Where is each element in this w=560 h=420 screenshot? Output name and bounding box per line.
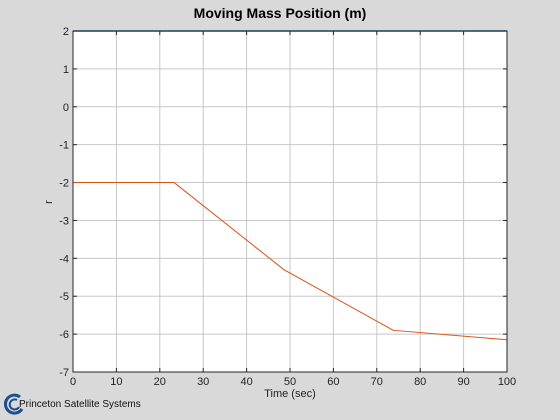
x-axis-label: Time (sec) <box>264 388 316 400</box>
x-tick-label: 80 <box>414 376 426 388</box>
y-tick-label: -7 <box>59 367 69 379</box>
princeton-logo-icon <box>4 393 24 415</box>
x-tick-label: 20 <box>154 376 166 388</box>
y-tick-label: -2 <box>59 178 69 190</box>
x-tick-label: 60 <box>327 376 339 388</box>
y-tick-label: -4 <box>59 253 69 265</box>
chart-title: Moving Mass Position (m) <box>194 5 367 21</box>
y-tick-label: -1 <box>59 140 69 152</box>
x-tick-label: 90 <box>457 376 469 388</box>
y-tick-label: -6 <box>59 329 69 341</box>
y-tick-label: -5 <box>59 291 69 303</box>
x-tick-label: 40 <box>240 376 252 388</box>
y-tick-label: 2 <box>63 26 69 38</box>
x-tick-label: 10 <box>110 376 122 388</box>
x-tick-label: 50 <box>284 376 296 388</box>
x-tick-label: 30 <box>197 376 209 388</box>
x-tick-label: 0 <box>70 376 76 388</box>
y-tick-label: 1 <box>63 64 69 76</box>
company-name: Princeton Satellite Systems <box>19 399 141 410</box>
x-tick-label: 100 <box>498 376 516 388</box>
series-line-0 <box>73 182 508 341</box>
y-axis-label: r <box>43 200 55 204</box>
y-tick-label: -3 <box>59 215 69 227</box>
plot-frame <box>72 30 508 373</box>
y-tick-label: 0 <box>63 102 69 114</box>
x-tick-label: 70 <box>371 376 383 388</box>
